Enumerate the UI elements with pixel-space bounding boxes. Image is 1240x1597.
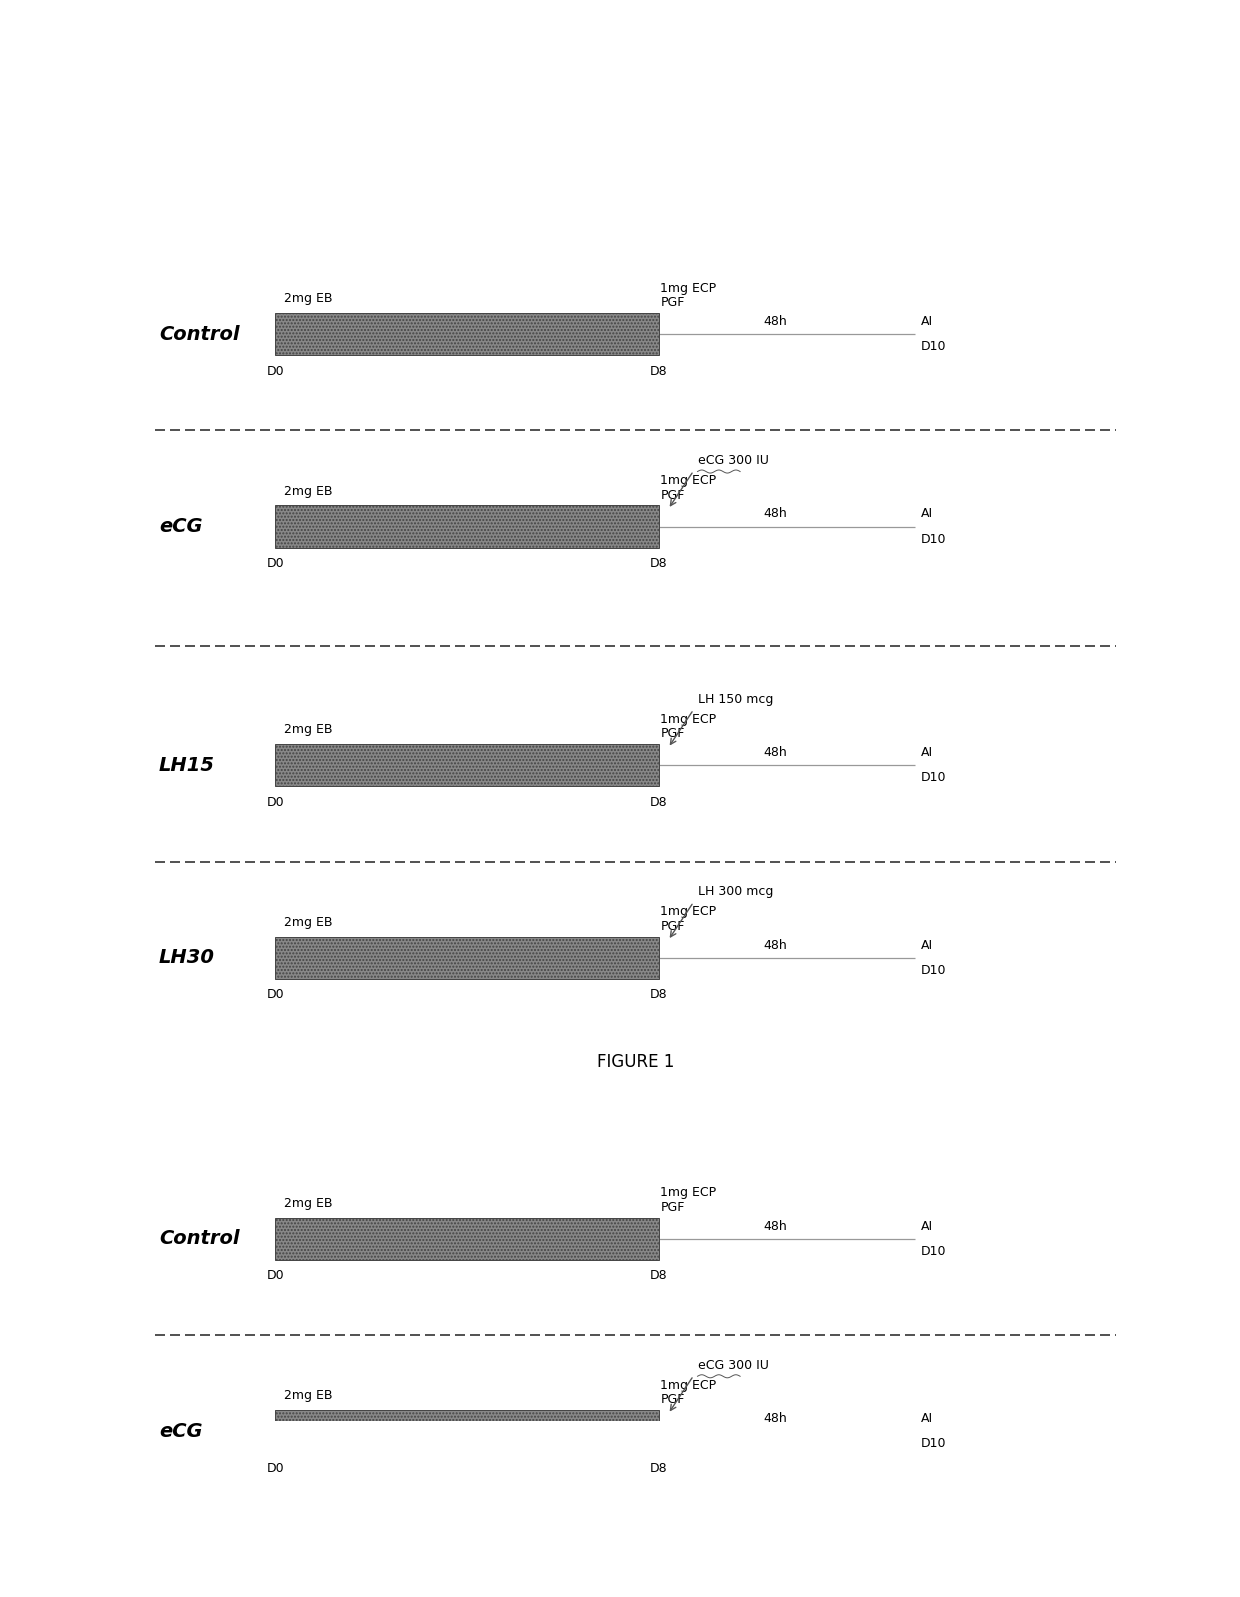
Bar <box>275 505 658 548</box>
Text: D10: D10 <box>920 1246 946 1258</box>
Text: LH 300 mcg: LH 300 mcg <box>697 885 773 898</box>
Text: LH 150 mcg: LH 150 mcg <box>697 693 773 706</box>
Text: FIGURE 1: FIGURE 1 <box>596 1052 675 1070</box>
Text: D8: D8 <box>650 989 667 1001</box>
Text: 1mg ECP
PGF: 1mg ECP PGF <box>660 905 717 933</box>
Text: AI: AI <box>920 508 932 521</box>
Text: eCG: eCG <box>159 1421 202 1440</box>
Text: AI: AI <box>920 1220 932 1233</box>
Text: 1mg ECP
PGF: 1mg ECP PGF <box>660 474 717 501</box>
Text: eCG 300 IU: eCG 300 IU <box>697 454 769 466</box>
Text: 48h: 48h <box>763 746 787 759</box>
Bar <box>275 1410 658 1453</box>
Text: 48h: 48h <box>763 1412 787 1425</box>
Text: 48h: 48h <box>763 939 787 952</box>
Text: D8: D8 <box>650 1270 667 1282</box>
Text: 1mg ECP
PGF: 1mg ECP PGF <box>660 1187 717 1214</box>
Text: D10: D10 <box>920 771 946 784</box>
Text: AI: AI <box>920 939 932 952</box>
Text: 2mg EB: 2mg EB <box>284 485 332 498</box>
Text: eCG: eCG <box>159 517 202 537</box>
Text: D0: D0 <box>267 1461 284 1474</box>
Text: D0: D0 <box>267 557 284 570</box>
Text: D8: D8 <box>650 795 667 808</box>
Text: 1mg ECP
PGF: 1mg ECP PGF <box>660 1378 717 1407</box>
Text: LH30: LH30 <box>159 949 215 968</box>
Text: D8: D8 <box>650 1461 667 1474</box>
Text: D10: D10 <box>920 965 946 977</box>
Text: AI: AI <box>920 1412 932 1425</box>
Text: D8: D8 <box>650 364 667 377</box>
Bar <box>275 313 658 355</box>
Bar <box>275 936 658 979</box>
Text: D8: D8 <box>650 557 667 570</box>
Text: D10: D10 <box>920 1437 946 1450</box>
Text: Control: Control <box>159 324 239 343</box>
Text: AI: AI <box>920 315 932 327</box>
Text: D10: D10 <box>920 340 946 353</box>
Text: 48h: 48h <box>763 315 787 327</box>
Text: 2mg EB: 2mg EB <box>284 917 332 929</box>
Text: LH15: LH15 <box>159 755 215 775</box>
Text: D0: D0 <box>267 989 284 1001</box>
Text: 2mg EB: 2mg EB <box>284 723 332 736</box>
Text: eCG 300 IU: eCG 300 IU <box>697 1359 769 1372</box>
Text: AI: AI <box>920 746 932 759</box>
Text: Control: Control <box>159 1230 239 1249</box>
Text: 2mg EB: 2mg EB <box>284 1198 332 1211</box>
Text: 48h: 48h <box>763 1220 787 1233</box>
Text: D0: D0 <box>267 1270 284 1282</box>
Bar <box>275 744 658 786</box>
Text: D0: D0 <box>267 795 284 808</box>
Bar <box>275 1217 658 1260</box>
Text: 2mg EB: 2mg EB <box>284 1389 332 1402</box>
Text: D10: D10 <box>920 533 946 546</box>
Text: 1mg ECP
PGF: 1mg ECP PGF <box>660 712 717 741</box>
Text: D0: D0 <box>267 364 284 377</box>
Text: 48h: 48h <box>763 508 787 521</box>
Text: 2mg EB: 2mg EB <box>284 292 332 305</box>
Text: 1mg ECP
PGF: 1mg ECP PGF <box>660 281 717 310</box>
